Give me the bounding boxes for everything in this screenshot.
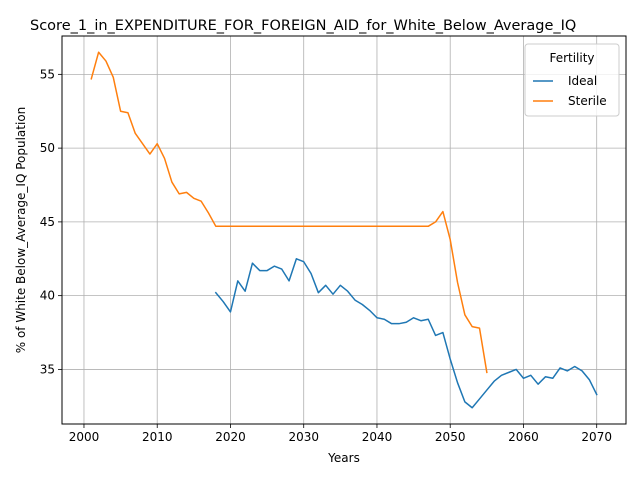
legend: Fertility Ideal Sterile (524, 43, 620, 117)
x-tick-label: 2040 (362, 430, 393, 444)
x-tick-label: 2020 (215, 430, 246, 444)
series-line-sterile (90, 51, 488, 374)
legend-box (524, 43, 620, 117)
y-tick-label: 40 (40, 289, 55, 303)
y-tick-label: 35 (40, 362, 55, 376)
y-axis-label: % of White Below_Average_IQ Population (14, 107, 28, 354)
chart-title: Score_1_in_EXPENDITURE_FOR_FOREIGN_AID_f… (30, 18, 576, 34)
x-tick-label: 2000 (69, 430, 100, 444)
x-tick-label: 2060 (508, 430, 539, 444)
x-axis-ticks: 2000 2010 2020 2030 2040 2050 2060 2070 (69, 424, 612, 444)
legend-title: Fertility (549, 51, 594, 65)
x-tick-label: 2050 (435, 430, 466, 444)
y-tick-label: 50 (40, 141, 55, 155)
series-layer (90, 51, 598, 409)
y-tick-label: 45 (40, 215, 55, 229)
legend-label-ideal: Ideal (568, 74, 597, 88)
plot-area-frame (61, 35, 627, 425)
x-tick-label: 2030 (288, 430, 319, 444)
legend-label-sterile: Sterile (568, 94, 607, 108)
x-tick-label: 2070 (581, 430, 612, 444)
y-tick-label: 55 (40, 67, 55, 81)
series-line-ideal (214, 258, 598, 409)
x-tick-label: 2010 (142, 430, 173, 444)
x-axis-label: Years (327, 451, 360, 465)
y-axis-ticks: 35 40 45 50 55 (40, 67, 62, 376)
